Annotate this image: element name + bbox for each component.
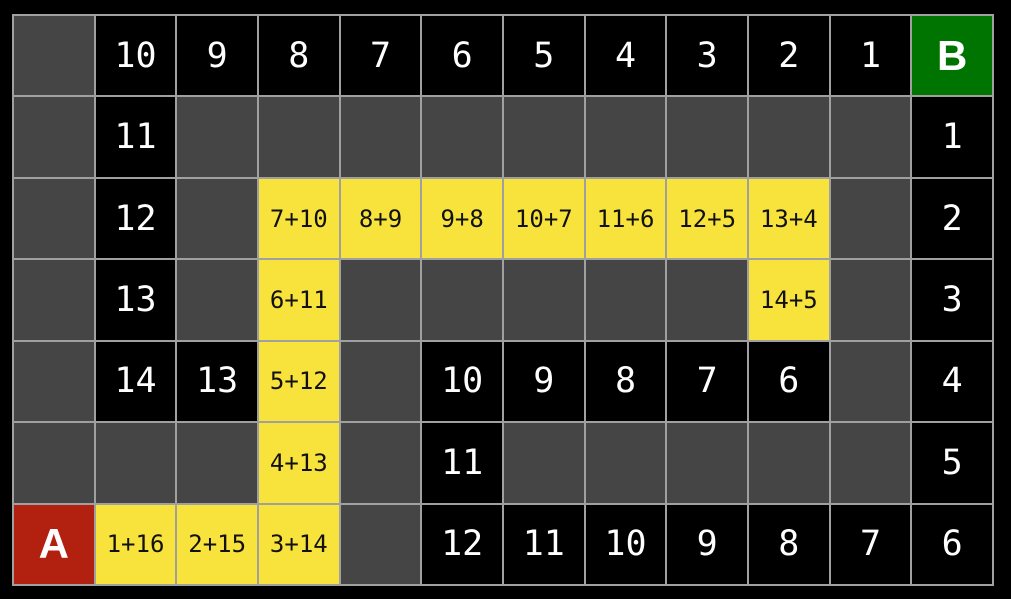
empty-cell [503, 97, 584, 177]
start-cell-a: A [14, 504, 94, 584]
empty-cell [585, 97, 666, 177]
path-cell: 5+12 [258, 341, 339, 422]
path-cell: 10+7 [503, 178, 584, 259]
empty-cell [14, 260, 94, 340]
empty-cell [830, 260, 911, 340]
empty-cell [585, 423, 666, 503]
path-cell: 3+14 [258, 504, 339, 584]
path-cell: 2+15 [177, 504, 257, 584]
empty-cell [667, 260, 747, 340]
path-cell: 12+5 [667, 178, 747, 259]
pathfinding-grid: 10 9 8 7 6 5 4 3 2 1 B 11 1 12 7+10 8+9 9+8 10+7 11+6 12+5 1… [12, 14, 994, 586]
empty-cell [95, 423, 176, 503]
cost-cell: 2 [748, 16, 829, 96]
cost-cell: 4 [912, 341, 992, 422]
empty-cell [503, 260, 584, 340]
cost-cell: 6 [422, 16, 502, 96]
cost-cell: 13 [95, 260, 176, 340]
empty-cell [14, 423, 94, 503]
empty-cell [748, 423, 829, 503]
empty-cell [667, 97, 747, 177]
cost-cell: 6 [912, 504, 992, 584]
path-cell: 14+5 [748, 260, 829, 340]
empty-cell [14, 178, 94, 259]
path-cell: 1+16 [95, 504, 176, 584]
empty-cell [340, 341, 421, 422]
cost-cell: 7 [667, 341, 747, 422]
path-cell: 13+4 [748, 178, 829, 259]
cost-cell: 13 [177, 341, 257, 422]
cost-cell: 6 [748, 341, 829, 422]
cost-cell: 3 [912, 260, 992, 340]
empty-cell [830, 97, 911, 177]
cost-cell: 8 [258, 16, 339, 96]
empty-cell [177, 97, 257, 177]
cost-cell: 4 [585, 16, 666, 96]
cost-cell: 11 [422, 423, 502, 503]
empty-cell [503, 423, 584, 503]
cost-cell: 12 [422, 504, 502, 584]
cost-cell: 9 [503, 341, 584, 422]
empty-cell [340, 97, 421, 177]
path-cell: 9+8 [422, 178, 502, 259]
path-cell: 4+13 [258, 423, 339, 503]
cost-cell: 11 [503, 504, 584, 584]
empty-cell [340, 423, 421, 503]
cost-cell: 5 [912, 423, 992, 503]
cost-cell: 7 [830, 504, 911, 584]
cost-cell: 8 [748, 504, 829, 584]
empty-cell [830, 341, 911, 422]
cost-cell: 9 [177, 16, 257, 96]
cost-cell: 10 [585, 504, 666, 584]
empty-cell [748, 97, 829, 177]
empty-cell [340, 260, 421, 340]
empty-cell [830, 423, 911, 503]
empty-cell [585, 260, 666, 340]
cost-cell: 9 [667, 504, 747, 584]
cost-cell: 2 [912, 178, 992, 259]
cost-cell: 14 [95, 341, 176, 422]
cost-cell: 1 [830, 16, 911, 96]
path-cell: 6+11 [258, 260, 339, 340]
cost-cell: 7 [340, 16, 421, 96]
cost-cell: 11 [95, 97, 176, 177]
path-cell: 8+9 [340, 178, 421, 259]
goal-cell-b: B [912, 16, 992, 96]
empty-cell [830, 178, 911, 259]
cost-cell: 10 [95, 16, 176, 96]
cost-cell: 1 [912, 97, 992, 177]
empty-cell [14, 97, 94, 177]
empty-cell [422, 97, 502, 177]
empty-cell [258, 97, 339, 177]
empty-cell [177, 260, 257, 340]
cost-cell: 12 [95, 178, 176, 259]
empty-cell [177, 423, 257, 503]
path-cell: 7+10 [258, 178, 339, 259]
cost-cell: 10 [422, 341, 502, 422]
empty-cell [14, 16, 94, 96]
empty-cell [14, 341, 94, 422]
empty-cell [667, 423, 747, 503]
empty-cell [177, 178, 257, 259]
empty-cell [422, 260, 502, 340]
cost-cell: 3 [667, 16, 747, 96]
empty-cell [340, 504, 421, 584]
cost-cell: 8 [585, 341, 666, 422]
path-cell: 11+6 [585, 178, 666, 259]
cost-cell: 5 [503, 16, 584, 96]
